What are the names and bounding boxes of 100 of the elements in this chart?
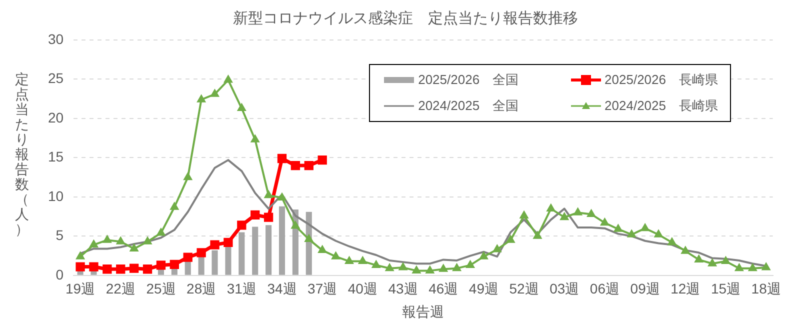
point <box>426 266 434 274</box>
point <box>493 245 502 252</box>
point <box>76 252 84 260</box>
point <box>386 264 394 272</box>
point <box>277 154 287 164</box>
point <box>196 248 206 258</box>
point <box>332 252 340 260</box>
point <box>614 224 622 232</box>
x-tick-label: 09週 <box>630 280 660 297</box>
point <box>452 264 461 272</box>
point <box>183 252 192 262</box>
x-tick-label: 15週 <box>710 280 741 297</box>
point <box>76 262 85 272</box>
point <box>130 244 138 252</box>
text: 定点当たり報告数（人） <box>15 71 29 237</box>
point <box>722 256 730 264</box>
point <box>264 212 274 222</box>
point <box>102 264 112 274</box>
point <box>130 264 139 273</box>
point <box>184 172 192 180</box>
x-tick-label: 34週 <box>267 280 297 297</box>
point <box>358 256 367 264</box>
legend-label: 2025/2026 長崎県 <box>604 71 718 89</box>
x-tick-label: 25週 <box>146 280 176 297</box>
point <box>224 238 233 248</box>
point <box>668 238 676 246</box>
x-tick-label: 31週 <box>226 280 256 297</box>
x-tick-label: 28週 <box>186 280 216 297</box>
point <box>89 262 98 272</box>
point <box>291 221 300 229</box>
point <box>156 260 166 270</box>
x-tick-label: 12週 <box>670 280 700 297</box>
point <box>439 264 448 272</box>
x-axis-title: 報告週 <box>402 303 444 320</box>
y-tick-label: 0 <box>56 266 64 282</box>
point <box>546 204 555 212</box>
point <box>654 230 663 238</box>
point <box>250 210 260 220</box>
y-tick-label: 5 <box>56 227 64 244</box>
bar <box>225 246 232 275</box>
bar <box>198 256 204 275</box>
y-tick-label: 25 <box>48 70 64 86</box>
x-tick-label: 52週 <box>509 280 539 297</box>
bar <box>212 250 218 275</box>
legend-label: 2025/2026 全国 <box>418 71 519 89</box>
x-tick-label: 43週 <box>388 280 418 297</box>
point <box>398 263 408 270</box>
y-tick-label: 20 <box>48 109 64 126</box>
legend-label: 2024/2025 全国 <box>418 97 519 115</box>
point <box>628 230 636 238</box>
point <box>290 160 300 170</box>
x-tick-label: 18週 <box>751 280 781 297</box>
point <box>210 240 220 250</box>
point <box>708 259 716 266</box>
point <box>90 240 98 248</box>
point <box>264 190 273 198</box>
point <box>278 193 286 200</box>
y-tick-label: 15 <box>48 148 64 165</box>
point <box>210 90 219 97</box>
point <box>694 255 703 262</box>
point <box>681 246 690 254</box>
point <box>251 135 260 142</box>
point <box>506 236 515 243</box>
y-tick-label: 10 <box>48 188 64 204</box>
point <box>533 232 542 239</box>
chart-title: 新型コロナウイルス感染症 定点当たり報告数推移 <box>233 10 578 28</box>
point <box>560 212 568 220</box>
point <box>735 264 744 272</box>
x-tick-label: 40週 <box>348 280 378 297</box>
point <box>144 237 152 244</box>
point <box>156 228 166 236</box>
point <box>142 264 152 274</box>
point <box>574 208 582 216</box>
bar <box>266 225 272 275</box>
y-tick-label: 30 <box>48 30 64 47</box>
point <box>520 211 528 219</box>
point <box>480 252 488 260</box>
x-tick-label: 19週 <box>66 280 96 297</box>
point <box>237 220 246 230</box>
bar <box>238 232 245 275</box>
point <box>304 234 313 242</box>
point <box>587 210 596 217</box>
point <box>197 95 206 102</box>
point <box>224 76 232 83</box>
point <box>116 264 126 274</box>
x-tick-label: 37週 <box>308 280 338 297</box>
point <box>116 237 125 244</box>
point <box>412 266 420 274</box>
point <box>345 256 354 264</box>
point <box>600 218 609 226</box>
bar <box>278 206 286 275</box>
legend-label: 2024/2025 長崎県 <box>604 97 718 115</box>
x-tick-label: 03週 <box>550 280 580 297</box>
point <box>318 246 326 254</box>
x-tick-label: 06週 <box>590 280 620 297</box>
point <box>238 104 246 112</box>
point <box>372 260 380 268</box>
point <box>466 260 474 268</box>
point <box>641 224 650 232</box>
point <box>170 260 179 269</box>
